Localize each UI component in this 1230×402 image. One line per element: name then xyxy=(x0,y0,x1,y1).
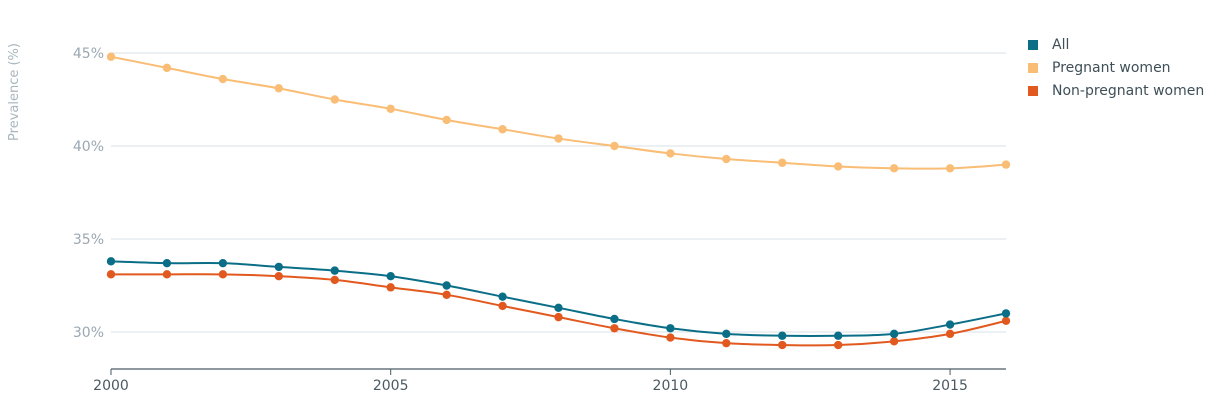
data-point[interactable] xyxy=(945,164,955,173)
series-line xyxy=(110,260,1007,337)
data-point[interactable] xyxy=(610,314,619,324)
legend-swatch xyxy=(1028,62,1038,73)
data-point[interactable] xyxy=(218,270,228,279)
data-point[interactable] xyxy=(554,134,563,143)
data-point[interactable] xyxy=(722,338,731,348)
grid-lines xyxy=(111,52,1006,333)
data-point[interactable] xyxy=(218,74,228,84)
legend-swatch xyxy=(1028,39,1038,50)
legend-label: All xyxy=(1052,36,1070,53)
data-point[interactable] xyxy=(945,320,955,329)
data-point[interactable] xyxy=(722,329,731,339)
data-point[interactable] xyxy=(386,104,395,114)
x-tick-label: 2010 xyxy=(653,378,689,394)
data-point[interactable] xyxy=(610,324,619,333)
data-point[interactable] xyxy=(554,303,563,313)
data-point[interactable] xyxy=(498,292,507,301)
data-point[interactable] xyxy=(833,162,843,171)
data-point[interactable] xyxy=(162,63,172,73)
y-tick-label: 30% xyxy=(73,325,104,341)
data-point[interactable] xyxy=(442,115,451,125)
data-point[interactable] xyxy=(889,329,899,339)
data-point[interactable] xyxy=(889,164,899,173)
y-tick-label: 35% xyxy=(73,232,104,248)
data-point[interactable] xyxy=(1001,316,1011,326)
x-tick-label: 2015 xyxy=(932,378,968,394)
data-point[interactable] xyxy=(666,333,675,342)
data-point[interactable] xyxy=(833,331,843,340)
y-tick-label: 45% xyxy=(73,46,104,62)
data-point[interactable] xyxy=(1001,309,1011,318)
legend-label: Pregnant women xyxy=(1052,59,1171,76)
legend-item[interactable]: Pregnant women xyxy=(1028,56,1204,79)
series-all xyxy=(106,257,1011,340)
data-point[interactable] xyxy=(833,340,843,350)
data-point[interactable] xyxy=(330,275,339,285)
series-line xyxy=(110,55,1007,170)
data-point[interactable] xyxy=(162,270,172,279)
x-tick-label: 2000 xyxy=(93,378,129,394)
data-point[interactable] xyxy=(442,281,451,290)
legend-label: Non-pregnant women xyxy=(1052,82,1205,99)
series-pregnant-women xyxy=(106,52,1011,173)
data-point[interactable] xyxy=(666,324,675,333)
y-axis-title: Prevalence (%) xyxy=(7,43,22,141)
data-point[interactable] xyxy=(218,258,228,268)
series-non-pregnant-women xyxy=(106,270,1011,350)
data-point[interactable] xyxy=(386,283,395,292)
data-point[interactable] xyxy=(498,301,507,311)
data-point[interactable] xyxy=(274,262,284,272)
legend: All Pregnant women Non-pregnant women xyxy=(1028,33,1204,102)
data-point[interactable] xyxy=(274,272,284,281)
legend-item[interactable]: Non-pregnant women xyxy=(1028,79,1204,102)
data-point[interactable] xyxy=(386,272,395,281)
legend-swatch xyxy=(1028,85,1038,96)
data-point[interactable] xyxy=(498,125,507,134)
data-point[interactable] xyxy=(330,266,339,275)
data-point[interactable] xyxy=(106,270,116,279)
x-axis-ticks: 2000 2005 2010 2015 xyxy=(93,369,968,394)
y-tick-label: 40% xyxy=(73,139,104,155)
data-point[interactable] xyxy=(1001,160,1011,169)
data-point[interactable] xyxy=(162,258,172,268)
data-point[interactable] xyxy=(778,331,787,340)
data-point[interactable] xyxy=(330,95,339,104)
data-point[interactable] xyxy=(442,290,451,299)
data-point[interactable] xyxy=(889,337,899,346)
data-point[interactable] xyxy=(945,329,955,339)
data-point[interactable] xyxy=(274,84,284,93)
data-point[interactable] xyxy=(610,141,619,151)
data-point[interactable] xyxy=(554,312,563,322)
y-axis-ticks: 30% 35% 40% 45% xyxy=(73,46,104,341)
data-point[interactable] xyxy=(778,340,787,350)
data-point[interactable] xyxy=(106,52,116,61)
x-tick-label: 2005 xyxy=(373,378,409,394)
legend-item[interactable]: All xyxy=(1028,33,1204,56)
data-point[interactable] xyxy=(666,149,675,158)
data-point[interactable] xyxy=(778,158,787,167)
data-point[interactable] xyxy=(722,154,731,164)
series-layer xyxy=(106,52,1011,350)
data-point[interactable] xyxy=(106,257,116,266)
